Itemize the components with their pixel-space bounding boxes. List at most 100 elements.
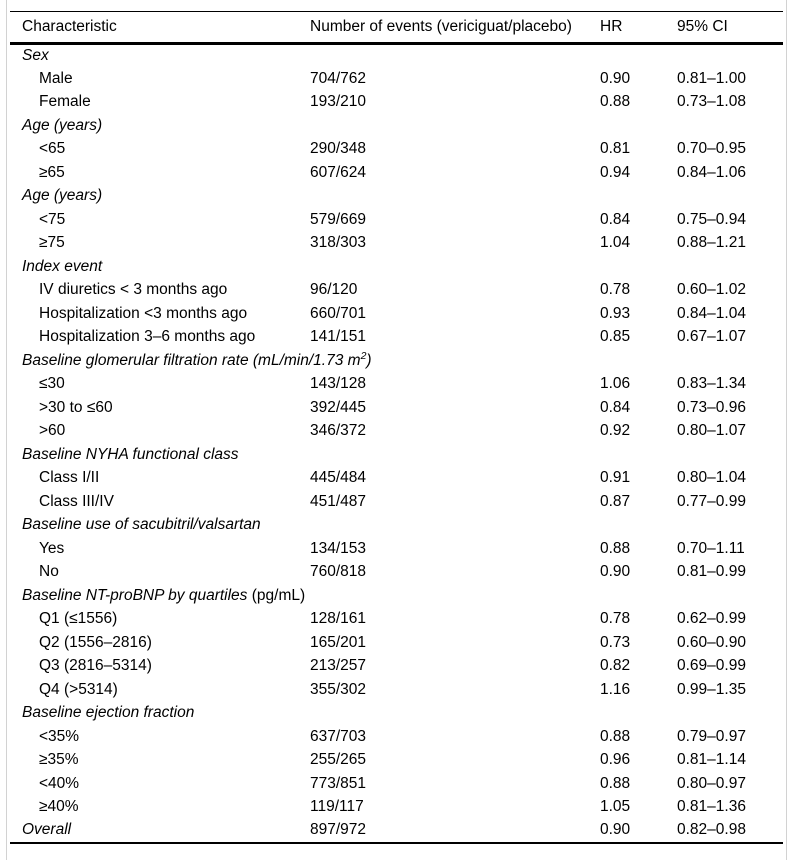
- ci-cell: 0.84–1.06: [677, 163, 746, 181]
- ci-cell: 0.60–1.02: [677, 281, 746, 299]
- data-row: <40% 773/851 0.88 0.80–0.97: [10, 772, 783, 796]
- events-cell: 607/624: [310, 163, 367, 181]
- ci-cell: 0.77–0.99: [677, 492, 746, 510]
- hr-cell: 0.92: [600, 422, 631, 440]
- events-cell: 128/161: [310, 610, 367, 628]
- characteristic-cell: >30 to ≤60: [10, 396, 310, 420]
- table-body: Sex Male 704/762 0.90 0.81–1.00 Female 193/210…: [10, 44, 783, 843]
- events-cell: 773/851: [310, 774, 367, 792]
- ci-cell: 0.81–1.14: [677, 751, 746, 769]
- ci-cell: 0.81–1.36: [677, 798, 746, 816]
- characteristic-cell: Male: [10, 67, 310, 91]
- hr-cell: 0.88: [600, 774, 631, 792]
- characteristic-label: Class I/II: [39, 469, 100, 487]
- characteristic-cell: Sex: [10, 44, 310, 68]
- characteristic-cell: <65: [10, 138, 310, 162]
- hr-cell: 0.82: [600, 657, 631, 675]
- hr-cell: 1.16: [600, 680, 631, 698]
- ci-cell: [677, 185, 783, 209]
- characteristic-cell: <35%: [10, 725, 310, 749]
- characteristic-label: >30 to ≤60: [39, 398, 113, 416]
- characteristic-label: Hospitalization <3 months ago: [39, 304, 248, 322]
- ci-cell: [677, 514, 783, 538]
- hr-cell: 0.88: [600, 727, 631, 745]
- data-row: Class III/IV 451/487 0.87 0.77–0.99: [10, 490, 783, 514]
- ci-cell: 0.75–0.94: [677, 210, 746, 228]
- data-row: ≥75 318/303 1.04 0.88–1.21: [10, 232, 783, 256]
- hr-cell: [600, 443, 677, 467]
- events-cell: 637/703: [310, 727, 367, 745]
- ci-cell: 0.60–0.90: [677, 633, 746, 651]
- hr-cell: 0.91: [600, 469, 631, 487]
- characteristic-cell: Hospitalization <3 months ago: [10, 302, 310, 326]
- hr-cell: [600, 114, 677, 138]
- data-row: Q2 (1556–2816) 165/201 0.73 0.60–0.90: [10, 631, 783, 655]
- characteristic-cell: >60: [10, 420, 310, 444]
- characteristic-label: >60: [39, 422, 66, 440]
- events-cell: [310, 44, 600, 68]
- data-row: ≥65 607/624 0.94 0.84–1.06: [10, 161, 783, 185]
- characteristic-cell: Overall: [10, 819, 310, 843]
- characteristic-cell: ≤30: [10, 373, 310, 397]
- ci-cell: 0.81–0.99: [677, 563, 746, 581]
- section-row: Sex: [10, 44, 783, 68]
- hr-cell: [600, 255, 677, 279]
- events-cell: 141/151: [310, 328, 367, 346]
- characteristic-label: Index event: [22, 257, 103, 275]
- unit-label: (pg/mL): [247, 586, 306, 604]
- ci-cell: 0.82–0.98: [677, 821, 746, 839]
- characteristic-cell: Class I/II: [10, 467, 310, 491]
- hr-cell: 0.88: [600, 539, 631, 557]
- characteristic-label: Baseline NYHA functional class: [22, 445, 239, 463]
- events-cell: [310, 584, 600, 608]
- ci-cell: 0.83–1.34: [677, 375, 746, 393]
- ci-cell: 0.99–1.35: [677, 680, 746, 698]
- characteristic-label: <75: [39, 210, 66, 228]
- hr-cell: 0.90: [600, 563, 631, 581]
- events-cell: 165/201: [310, 633, 367, 651]
- characteristic-cell: Yes: [10, 537, 310, 561]
- header-row: Characteristic Number of events (vericig…: [10, 11, 783, 44]
- data-row: Q4 (>5314) 355/302 1.16 0.99–1.35: [10, 678, 783, 702]
- hr-cell: [600, 514, 677, 538]
- events-cell: 96/120: [310, 281, 358, 299]
- ci-cell: 0.70–0.95: [677, 140, 746, 158]
- characteristic-label: Baseline ejection fraction: [22, 704, 195, 722]
- section-row: Index event: [10, 255, 783, 279]
- characteristic-cell: IV diuretics < 3 months ago: [10, 279, 310, 303]
- events-cell: 346/372: [310, 422, 367, 440]
- data-row: >60 346/372 0.92 0.80–1.07: [10, 420, 783, 444]
- characteristic-cell: Baseline use of sacubitril/valsartan: [10, 514, 310, 538]
- ci-cell: 0.73–1.08: [677, 93, 746, 111]
- characteristic-label: Class III/IV: [39, 492, 114, 510]
- data-row: Hospitalization <3 months ago 660/701 0.93…: [10, 302, 783, 326]
- hr-cell: 0.84: [600, 210, 631, 228]
- hr-cell: [600, 584, 677, 608]
- characteristic-label: Q3 (2816–5314): [39, 657, 152, 675]
- ci-cell: 0.80–1.04: [677, 469, 746, 487]
- ci-cell: [677, 584, 783, 608]
- hr-cell: 0.87: [600, 492, 631, 510]
- events-cell: 445/484: [310, 469, 367, 487]
- characteristic-label: IV diuretics < 3 months ago: [39, 281, 228, 299]
- data-row: Q1 (≤1556) 128/161 0.78 0.62–0.99: [10, 608, 783, 632]
- events-cell: [310, 702, 600, 726]
- hr-cell: 0.96: [600, 751, 631, 769]
- data-row: >30 to ≤60 392/445 0.84 0.73–0.96: [10, 396, 783, 420]
- ci-cell: [677, 114, 783, 138]
- table-figure: Characteristic Number of events (vericig…: [6, 0, 787, 860]
- characteristic-label: <65: [39, 140, 66, 158]
- characteristic-label: ≥75: [39, 234, 65, 252]
- section-row: Age (years): [10, 114, 783, 138]
- events-cell: [310, 185, 600, 209]
- characteristic-label: ≥40%: [39, 798, 79, 816]
- data-row: Male 704/762 0.90 0.81–1.00: [10, 67, 783, 91]
- events-cell: [310, 443, 600, 467]
- hr-cell: 0.81: [600, 140, 631, 158]
- hr-cell: 0.73: [600, 633, 631, 651]
- events-cell: [310, 114, 600, 138]
- subgroup-analysis-table: Characteristic Number of events (vericig…: [10, 11, 783, 844]
- characteristic-label: <35%: [39, 727, 80, 745]
- characteristic-cell: Class III/IV: [10, 490, 310, 514]
- characteristic-label: Age (years): [22, 116, 103, 134]
